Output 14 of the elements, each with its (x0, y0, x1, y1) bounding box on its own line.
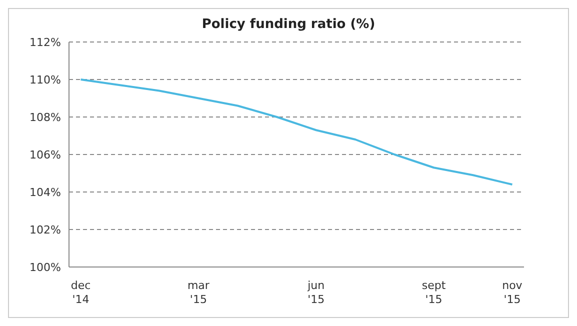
x-tick-label: mar '15 (187, 279, 210, 306)
y-tick-label: 106% (30, 148, 61, 162)
x-tick-label: dec '14 (70, 279, 91, 306)
line-series (80, 78, 514, 186)
x-tick-label: jun '15 (306, 279, 325, 306)
y-tick-label: 108% (30, 110, 61, 124)
x-tick-label: nov '15 (502, 279, 523, 306)
y-tick-label: 100% (30, 260, 61, 274)
chart-title: Policy funding ratio (%) (200, 16, 376, 32)
y-tick-label: 104% (30, 186, 61, 199)
y-tick-label: 112% (30, 36, 61, 49)
y-tick-label: 102% (30, 223, 61, 236)
x-tick-label: sept '15 (422, 279, 446, 306)
y-tick-label: 110% (30, 73, 61, 86)
